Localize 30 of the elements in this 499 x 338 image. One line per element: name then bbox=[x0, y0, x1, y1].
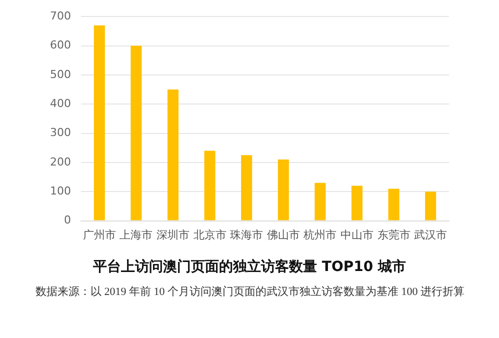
bar bbox=[204, 150, 216, 220]
bar bbox=[351, 186, 363, 220]
x-tick-label: 广州市 bbox=[82, 228, 116, 242]
y-tick-label: 200 bbox=[50, 155, 71, 168]
bar bbox=[167, 90, 179, 220]
x-tick-label: 珠海市 bbox=[230, 228, 264, 242]
x-tick-label: 武汉市 bbox=[414, 228, 448, 242]
text: 平台上访问澳门页面的独立访客数量 TOP10 城市 bbox=[92, 258, 407, 276]
x-tick-label: 上海市 bbox=[120, 228, 153, 242]
y-tick-label: 600 bbox=[50, 38, 71, 52]
y-tick-label: 0 bbox=[64, 214, 71, 227]
bar bbox=[94, 25, 105, 220]
bar bbox=[388, 188, 400, 220]
y-tick-label: 500 bbox=[50, 68, 71, 81]
x-tick-label: 佛山市 bbox=[266, 228, 300, 242]
bar bbox=[241, 155, 252, 220]
source-note: 数据来源：以 2019 年前 10 个月访问澳门页面的武汉市独立访客数量为基准 100 进行折算 bbox=[34, 284, 466, 300]
x-tick-label: 深圳市 bbox=[156, 228, 190, 242]
bar bbox=[314, 182, 326, 220]
y-tick-label: 100 bbox=[50, 184, 71, 198]
bar bbox=[278, 160, 289, 220]
y-tick-label: 400 bbox=[50, 96, 71, 110]
x-tick-label: 杭州市 bbox=[302, 228, 337, 242]
x-tick-label: 北京市 bbox=[193, 228, 226, 242]
bar bbox=[425, 192, 436, 220]
x-tick-label: 中山市 bbox=[340, 228, 374, 242]
y-tick-label: 300 bbox=[50, 126, 71, 140]
x-tick-label: 东莞市 bbox=[377, 228, 410, 242]
y-tick-label: 700 bbox=[50, 9, 71, 22]
bar bbox=[130, 46, 142, 220]
